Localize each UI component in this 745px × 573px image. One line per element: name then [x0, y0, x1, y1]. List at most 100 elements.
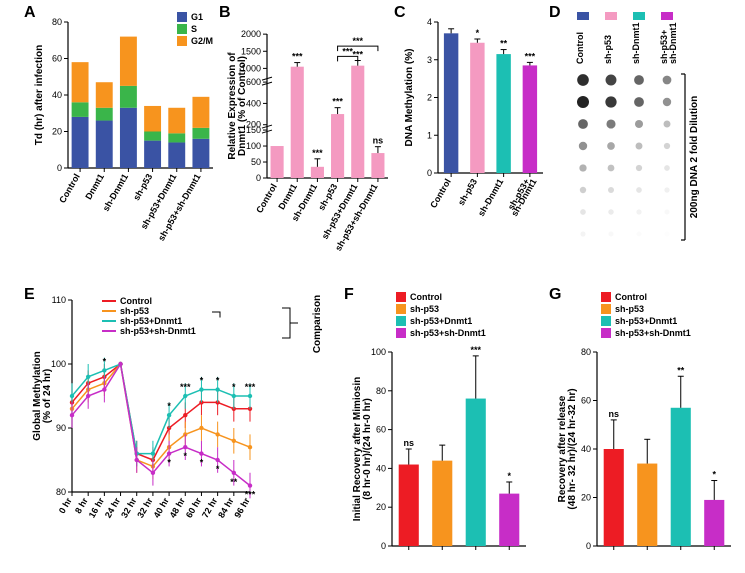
- panel-G-label: G: [549, 286, 561, 304]
- panel-E: E 8090100110Global Methylation(% of 24 h…: [30, 290, 330, 560]
- panel-D: D Controlsh-p53sh-Dnmt1sh-p53+sh-Dnmt120…: [555, 8, 735, 258]
- legend-swatch: [177, 24, 187, 34]
- legend-item: sh-p53+Dnmt1: [102, 316, 196, 326]
- svg-text:Comparison: Comparison: [312, 295, 323, 353]
- panel-B-label: B: [219, 4, 231, 22]
- svg-text:4: 4: [427, 17, 432, 27]
- legend-item: G1: [177, 12, 213, 22]
- panel-A-label: A: [24, 4, 36, 22]
- svg-text:***: ***: [332, 97, 343, 107]
- legend-label: sh-p53+Dnmt1: [410, 316, 472, 326]
- panel-C-svg: 01234DNA Methylation (%)Control*sh-p53**…: [400, 8, 545, 258]
- svg-text:200ng DNA 2 fold Dilution: 200ng DNA 2 fold Dilution: [689, 96, 700, 218]
- svg-text:*: *: [507, 471, 511, 481]
- svg-text:***: ***: [312, 148, 323, 158]
- svg-text:200: 200: [246, 120, 261, 130]
- svg-text:2: 2: [427, 93, 432, 103]
- legend-item: sh-p53+sh-Dnmt1: [601, 328, 691, 338]
- legend-item: Control: [601, 292, 691, 302]
- svg-text:***: ***: [180, 382, 191, 392]
- legend-item: G2/M: [177, 36, 213, 46]
- legend-item: sh-p53: [102, 306, 196, 316]
- svg-text:Td (hr) after infection: Td (hr) after infection: [34, 45, 45, 146]
- legend-swatch: [396, 328, 406, 338]
- svg-text:Control: Control: [575, 32, 585, 64]
- legend-label: Control: [615, 292, 647, 302]
- legend-label: S: [191, 24, 197, 34]
- panel-A: A 020406080Td (hr) after infectionContro…: [30, 8, 215, 258]
- legend-swatch: [102, 300, 116, 302]
- svg-text:3: 3: [427, 55, 432, 65]
- svg-text:Control: Control: [254, 182, 279, 215]
- svg-text:80: 80: [581, 347, 591, 357]
- svg-text:80: 80: [376, 386, 386, 396]
- svg-text:60: 60: [376, 425, 386, 435]
- svg-text:600: 600: [246, 77, 261, 87]
- svg-text:40: 40: [52, 90, 62, 100]
- svg-text:50: 50: [251, 157, 261, 167]
- svg-text:sh-Dnmt1: sh-Dnmt1: [631, 22, 641, 64]
- svg-text:60: 60: [52, 54, 62, 64]
- legend-swatch: [396, 316, 406, 326]
- panel-F-label: F: [344, 286, 354, 304]
- svg-text:***: ***: [470, 345, 481, 355]
- svg-text:100: 100: [51, 359, 66, 369]
- legend-swatch: [601, 292, 611, 302]
- panel-A-legend: G1 S G2/M: [177, 12, 213, 46]
- svg-text:1500: 1500: [241, 46, 261, 56]
- svg-text:**: **: [230, 477, 238, 487]
- legend-label: sh-p53+sh-Dnmt1: [410, 328, 486, 338]
- svg-text:*: *: [712, 470, 716, 480]
- legend-label: sh-p53: [120, 306, 149, 316]
- svg-text:100: 100: [371, 347, 386, 357]
- panel-G-legend: Controlsh-p53sh-p53+Dnmt1sh-p53+sh-Dnmt1: [601, 292, 691, 338]
- svg-text:90: 90: [56, 423, 66, 433]
- legend-label: sh-p53+Dnmt1: [120, 316, 182, 326]
- legend-item: sh-p53+Dnmt1: [396, 316, 486, 326]
- legend-label: G1: [191, 12, 203, 22]
- legend-item: sh-p53: [396, 304, 486, 314]
- svg-text:(48 hr- 32 hr)/(24 hr-32 hr): (48 hr- 32 hr)/(24 hr-32 hr): [567, 388, 578, 509]
- svg-text:*: *: [216, 464, 220, 474]
- svg-text:sh-p53: sh-p53: [603, 35, 613, 64]
- svg-text:sh-p53: sh-p53: [131, 172, 154, 202]
- svg-text:sh-p53: sh-p53: [456, 177, 479, 207]
- svg-text:*: *: [184, 451, 188, 461]
- panel-C: C 01234DNA Methylation (%)Control*sh-p53…: [400, 8, 545, 258]
- legend-swatch: [177, 12, 187, 22]
- legend-item: S: [177, 24, 213, 34]
- svg-text:1: 1: [427, 130, 432, 140]
- svg-text:0 hr: 0 hr: [57, 496, 74, 516]
- svg-text:60: 60: [581, 396, 591, 406]
- svg-text:DNA Methylation (%): DNA Methylation (%): [404, 49, 415, 147]
- svg-text:0: 0: [586, 541, 591, 551]
- legend-item: sh-p53+sh-Dnmt1: [396, 328, 486, 338]
- svg-text:Control: Control: [57, 172, 82, 205]
- legend-label: Control: [410, 292, 442, 302]
- svg-text:0: 0: [57, 163, 62, 173]
- svg-text:Dnmt1: Dnmt1: [83, 172, 106, 201]
- legend-label: sh-p53+sh-Dnmt1: [120, 326, 196, 336]
- svg-text:(8 hr-0 hr)/(24 hr-0 hr): (8 hr-0 hr)/(24 hr-0 hr): [362, 398, 373, 500]
- legend-swatch: [102, 310, 116, 312]
- svg-text:***: ***: [245, 382, 256, 392]
- svg-text:*: *: [216, 376, 220, 386]
- legend-item: Control: [102, 296, 196, 306]
- svg-text:sh-Dnmt1: sh-Dnmt1: [668, 22, 678, 64]
- svg-text:20: 20: [581, 493, 591, 503]
- svg-text:***: ***: [342, 46, 353, 56]
- svg-text:80: 80: [52, 17, 62, 27]
- svg-text:*: *: [103, 356, 107, 366]
- svg-text:40: 40: [581, 444, 591, 454]
- svg-text:*: *: [476, 28, 480, 38]
- svg-text:ns: ns: [608, 409, 619, 419]
- panel-D-svg: Controlsh-p53sh-Dnmt1sh-p53+sh-Dnmt1200n…: [555, 8, 735, 258]
- legend-label: sh-p53+sh-Dnmt1: [615, 328, 691, 338]
- legend-swatch: [601, 304, 611, 314]
- svg-text:ns: ns: [373, 136, 384, 146]
- svg-text:*: *: [200, 458, 204, 468]
- svg-text:2000: 2000: [241, 29, 261, 39]
- svg-text:0: 0: [427, 168, 432, 178]
- svg-text:110: 110: [52, 295, 66, 305]
- svg-text:***: ***: [292, 52, 303, 62]
